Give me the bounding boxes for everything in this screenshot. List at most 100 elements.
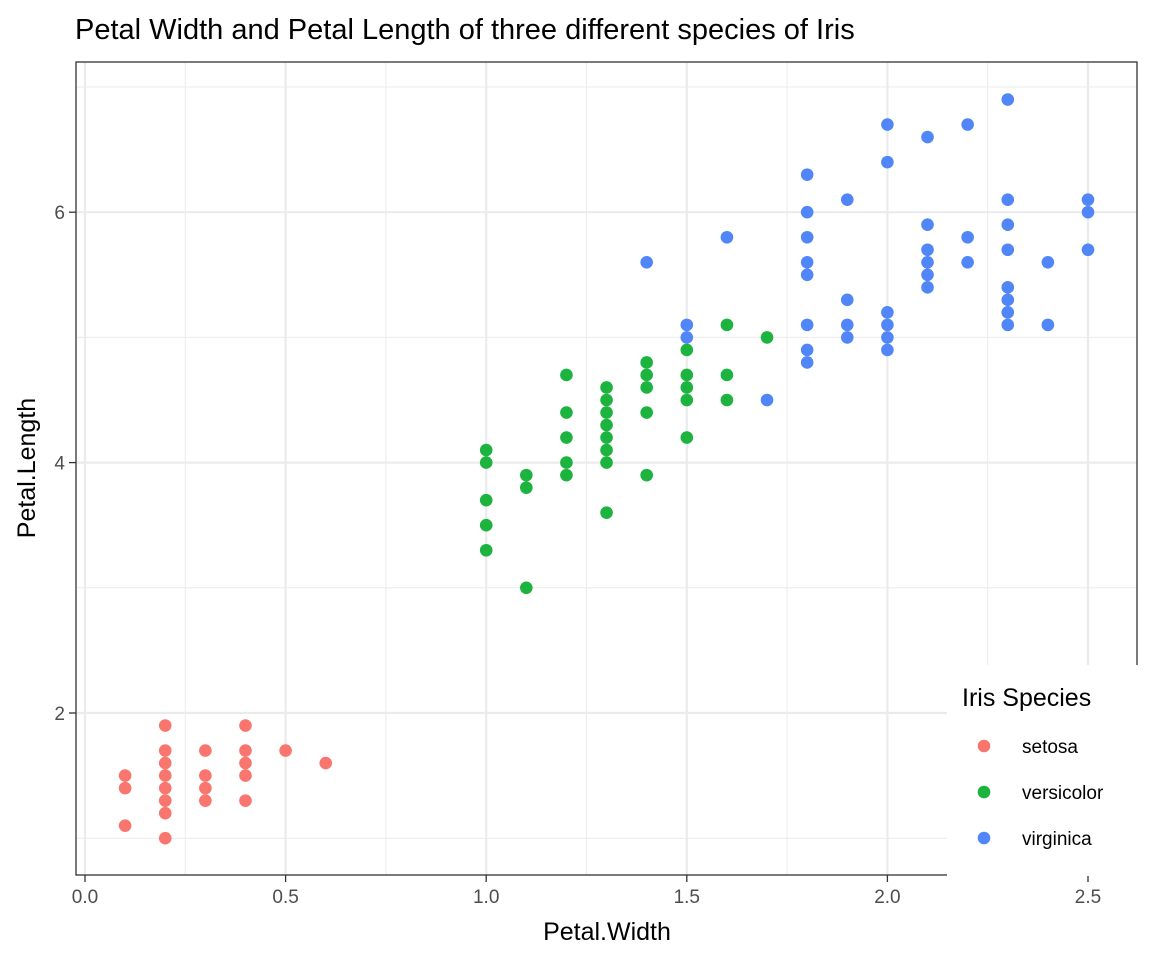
point-virginica bbox=[1001, 318, 1015, 332]
point-setosa bbox=[199, 744, 212, 757]
point-versicolor bbox=[640, 381, 653, 394]
point-virginica bbox=[1041, 318, 1055, 332]
point-virginica bbox=[720, 230, 734, 244]
point-versicolor bbox=[760, 331, 774, 344]
point-setosa bbox=[199, 794, 212, 807]
point-virginica bbox=[800, 356, 814, 369]
point-versicolor bbox=[560, 368, 573, 382]
point-virginica bbox=[1001, 243, 1015, 257]
x-tick-label: 0.5 bbox=[272, 887, 298, 908]
point-virginica bbox=[921, 130, 934, 144]
point-versicolor bbox=[600, 418, 613, 432]
point-versicolor bbox=[520, 581, 533, 595]
point-virginica bbox=[881, 343, 894, 357]
point-virginica bbox=[840, 293, 854, 307]
point-setosa bbox=[158, 781, 172, 795]
point-versicolor bbox=[600, 431, 613, 444]
point-virginica bbox=[680, 318, 694, 332]
point-virginica bbox=[840, 331, 854, 344]
point-virginica bbox=[1001, 306, 1015, 319]
point-versicolor bbox=[520, 481, 533, 494]
point-virginica bbox=[921, 281, 934, 294]
x-tick-label: 0.0 bbox=[72, 887, 98, 908]
point-setosa bbox=[319, 756, 333, 770]
point-virginica bbox=[881, 155, 894, 169]
point-setosa bbox=[158, 794, 172, 807]
point-versicolor bbox=[560, 431, 573, 444]
point-versicolor bbox=[680, 368, 694, 382]
point-setosa bbox=[279, 744, 292, 757]
x-axis: 0.0 0.5 1.0 1.5 2.0 2.5 bbox=[72, 875, 1101, 908]
point-virginica bbox=[1001, 281, 1015, 294]
point-virginica bbox=[961, 230, 974, 244]
point-versicolor bbox=[479, 518, 493, 532]
point-virginica bbox=[800, 168, 814, 181]
point-setosa bbox=[239, 744, 252, 757]
legend-title: Iris Species bbox=[962, 684, 1091, 712]
point-virginica bbox=[921, 218, 934, 232]
point-versicolor bbox=[640, 368, 653, 382]
point-setosa bbox=[239, 756, 252, 770]
point-virginica bbox=[1001, 193, 1015, 206]
point-virginica bbox=[800, 318, 814, 332]
point-versicolor bbox=[560, 468, 573, 482]
legend-key-virginica bbox=[977, 831, 991, 845]
point-versicolor bbox=[560, 406, 573, 419]
point-setosa bbox=[158, 756, 172, 770]
point-setosa bbox=[118, 769, 132, 782]
point-virginica bbox=[921, 268, 934, 282]
point-virginica bbox=[800, 205, 814, 219]
point-versicolor bbox=[680, 393, 694, 407]
point-versicolor bbox=[600, 456, 613, 469]
point-versicolor bbox=[640, 406, 653, 419]
y-axis: 2 4 6 bbox=[54, 203, 76, 725]
point-versicolor bbox=[520, 468, 533, 482]
point-versicolor bbox=[600, 393, 613, 407]
point-versicolor bbox=[560, 456, 573, 469]
x-tick-label: 2.0 bbox=[874, 887, 900, 908]
legend-key-setosa bbox=[977, 739, 991, 753]
point-versicolor bbox=[640, 356, 653, 369]
point-virginica bbox=[760, 393, 774, 407]
y-tick-label: 6 bbox=[54, 203, 65, 224]
chart-title: Petal Width and Petal Length of three di… bbox=[75, 14, 855, 46]
point-virginica bbox=[680, 331, 694, 344]
point-versicolor bbox=[600, 406, 613, 419]
point-versicolor bbox=[600, 443, 613, 457]
legend-key-versicolor bbox=[977, 785, 991, 799]
point-versicolor bbox=[479, 543, 493, 557]
y-tick-label: 4 bbox=[54, 454, 65, 475]
point-virginica bbox=[800, 268, 814, 282]
point-virginica bbox=[800, 230, 814, 244]
point-setosa bbox=[239, 769, 252, 782]
point-virginica bbox=[840, 318, 854, 332]
x-tick-label: 1.5 bbox=[674, 887, 700, 908]
y-axis-title: Petal.Length bbox=[13, 398, 41, 538]
point-virginica bbox=[800, 255, 814, 269]
point-versicolor bbox=[720, 318, 734, 332]
x-tick-label: 2.5 bbox=[1075, 887, 1101, 908]
point-setosa bbox=[158, 769, 172, 782]
major-gridlines bbox=[76, 62, 1137, 875]
point-setosa bbox=[199, 769, 212, 782]
point-setosa bbox=[158, 744, 172, 757]
point-versicolor bbox=[640, 468, 653, 482]
point-virginica bbox=[1081, 205, 1095, 219]
x-axis-title: Petal.Width bbox=[543, 918, 671, 946]
point-virginica bbox=[1081, 193, 1095, 206]
y-tick-label: 2 bbox=[54, 704, 65, 725]
point-setosa bbox=[239, 794, 252, 807]
point-versicolor bbox=[680, 431, 694, 444]
point-setosa bbox=[158, 719, 172, 732]
point-setosa bbox=[239, 719, 252, 732]
point-virginica bbox=[840, 193, 854, 206]
legend-entry-virginica: virginica bbox=[977, 829, 1092, 850]
legend-entry-setosa: setosa bbox=[977, 737, 1078, 758]
point-versicolor bbox=[720, 393, 734, 407]
point-virginica bbox=[1001, 93, 1015, 106]
point-virginica bbox=[640, 255, 653, 269]
panel-border bbox=[75, 61, 1138, 876]
point-versicolor bbox=[600, 381, 613, 394]
point-versicolor bbox=[600, 506, 613, 519]
